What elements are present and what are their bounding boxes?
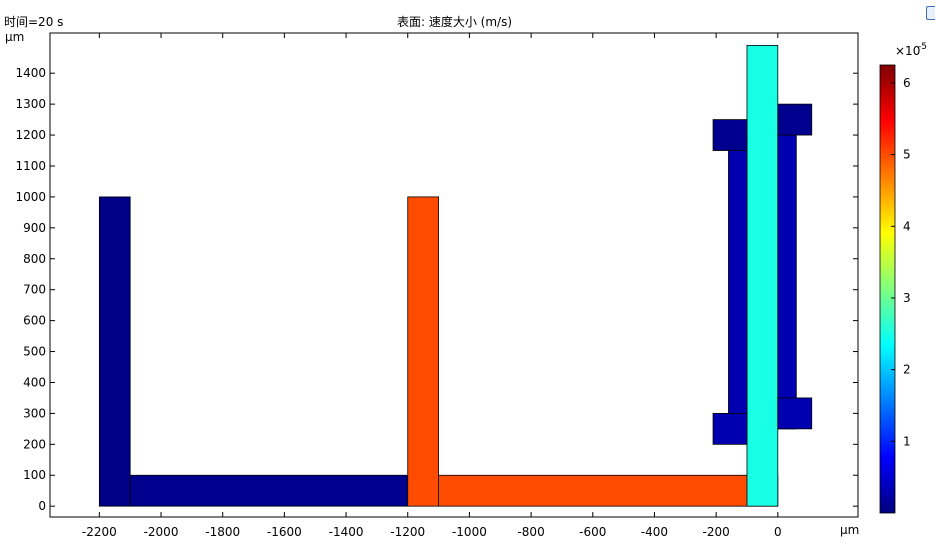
y-tick-label: 700	[23, 283, 46, 297]
y-tick-label: 300	[23, 406, 46, 420]
x-tick-label: -2200	[82, 525, 117, 539]
y-tick-label: 100	[23, 468, 46, 482]
y-tick-label: 400	[23, 375, 46, 389]
colorbar-tick-label: 1	[903, 434, 911, 448]
region-left-porous-column	[728, 134, 748, 430]
x-tick-label: 0	[774, 525, 782, 539]
region-right-top-tab	[777, 103, 813, 136]
colorbar-exponent-label: ×10	[895, 44, 920, 58]
x-tick-label: -800	[517, 525, 544, 539]
time-label: 时间=20 s	[4, 15, 64, 29]
region-left-top-tab	[712, 119, 748, 151]
y-tick-label: 1300	[15, 97, 46, 111]
x-tick-label: -1000	[452, 525, 487, 539]
x-tick-label: -600	[579, 525, 606, 539]
region-right-porous-column	[777, 134, 797, 430]
x-tick-label: -1400	[329, 525, 364, 539]
axis-ticks: -2200 -2000 -1800 -1600 -1400 -1200 -1000 -800-…	[15, 33, 858, 539]
region-bottom-left-channel	[129, 474, 409, 507]
region-right-bottom-tab	[777, 397, 813, 430]
x-tick-label: -1600	[267, 525, 302, 539]
colorbar-tick-label: 4	[903, 219, 911, 233]
x-tick-label: -1800	[205, 525, 240, 539]
x-tick-label: -400	[641, 525, 668, 539]
colorbar-tick-label: 5	[903, 148, 911, 162]
geometry-regions	[98, 44, 813, 507]
region-outlet-main-channel	[746, 44, 779, 507]
y-axis-label: μm	[5, 30, 24, 44]
region-bottom-right-channel	[438, 474, 779, 507]
x-tick-label: -2000	[144, 525, 179, 539]
colorbar	[879, 64, 896, 514]
region-left-bottom-tab	[712, 412, 748, 445]
y-tick-label: 800	[23, 252, 46, 266]
y-tick-label: 500	[23, 345, 46, 359]
region-left-vertical-arm	[98, 196, 131, 507]
plot-title: 表面: 速度大小 (m/s)	[397, 15, 513, 29]
x-tick-label: -200	[703, 525, 730, 539]
y-tick-label: 900	[23, 221, 46, 235]
y-tick-label: 0	[38, 499, 46, 513]
colorbar-tick-label: 2	[903, 363, 911, 377]
colorbar-tick-label: 3	[903, 291, 911, 305]
x-axis-label: μm	[840, 523, 859, 537]
y-tick-label: 1000	[15, 190, 46, 204]
colorbar-exponent: -5	[918, 42, 927, 52]
info-window-icon[interactable]	[926, 6, 935, 20]
y-tick-label: 1200	[15, 128, 46, 142]
y-tick-label: 1100	[15, 159, 46, 173]
y-tick-label: 600	[23, 314, 46, 328]
region-middle-vertical-arm	[407, 196, 439, 507]
colorbar-tick-label: 6	[903, 76, 911, 90]
y-tick-label: 200	[23, 437, 46, 451]
x-tick-label: -1200	[390, 525, 425, 539]
y-tick-label: 1400	[15, 66, 46, 80]
